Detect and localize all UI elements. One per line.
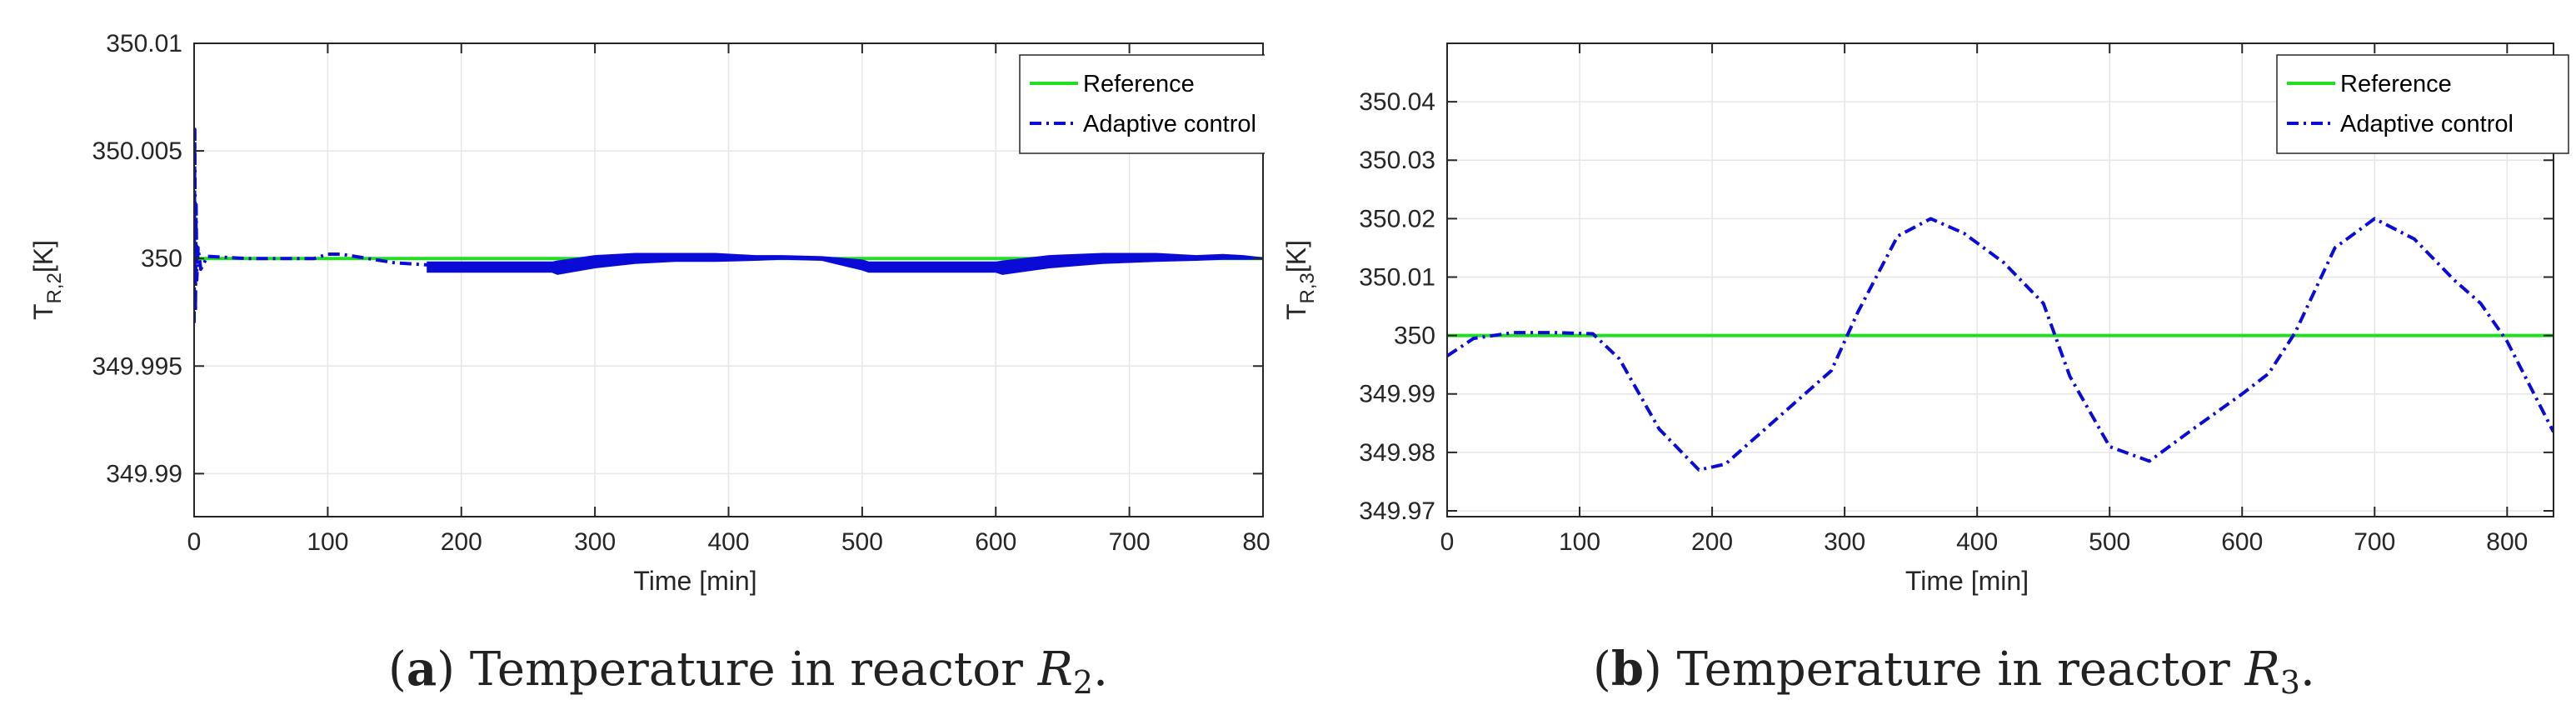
caption-a: (a) Temperature in reactor R2. — [388, 642, 1108, 701]
x-tick-label-a: 100 — [307, 528, 348, 556]
x-axis-label-b: Time [min] — [1905, 566, 2029, 596]
legend-adaptive-label-a: Adaptive control — [1083, 111, 1256, 138]
legend-box-a — [1019, 54, 1265, 154]
y-tick-label-a: 349.995 — [92, 352, 182, 380]
x-tick-label-a: 500 — [841, 528, 883, 556]
y-tick-label-b: 350.03 — [1359, 147, 1435, 174]
x-tick-label-a: 300 — [574, 528, 616, 556]
x-tick-label-a: 200 — [441, 528, 482, 556]
series-group-b — [1447, 217, 2554, 472]
adaptive-control-band-a — [427, 252, 1263, 275]
caption-b-sub: 3 — [2280, 664, 2300, 701]
x-tick-label-b: 400 — [1956, 528, 1998, 556]
x-tick-label-a: 600 — [975, 528, 1016, 556]
x-tick-label-b: 200 — [1691, 528, 1733, 556]
caption-a-sub: 2 — [1073, 664, 1093, 701]
caption-b-end: . — [2300, 642, 2315, 697]
legend-box-b — [2276, 54, 2569, 154]
adaptive-control-line-a — [194, 128, 428, 323]
legend-b: Reference Adaptive control — [2276, 54, 2569, 154]
y-tick-label-a: 350.01 — [106, 30, 182, 58]
caption-b-var: R — [2244, 642, 2280, 697]
x-tick-label-b: 800 — [2486, 528, 2528, 556]
x-tick-label-a: 700 — [1109, 528, 1151, 556]
series-group-a — [194, 128, 1263, 323]
legend-a: Reference Adaptive control — [1019, 54, 1265, 154]
caption-a-text: Temperature in reactor — [470, 642, 1023, 697]
y-tick-label-a: 350 — [141, 245, 182, 272]
legend-adaptive-label-b: Adaptive control — [2340, 111, 2514, 138]
x-tick-label-a: 400 — [707, 528, 749, 556]
x-tick-label-b: 300 — [1824, 528, 1865, 556]
y-axis-label-a: TR,2[K] — [28, 240, 66, 320]
y-tick-label-b: 349.99 — [1359, 381, 1435, 408]
panel-b-chart: 0 100 200 300 400 500 600 700 800 349.97 349.98 349… — [1281, 42, 2569, 596]
y-tick-label-b: 350.01 — [1359, 263, 1435, 291]
x-tick-label-b: 600 — [2221, 528, 2263, 556]
y-tick-label-a: 350.005 — [92, 138, 182, 165]
axes-box-b — [1446, 42, 2554, 518]
legend-reference-label-b: Reference — [2340, 71, 2452, 98]
y-tick-label-b: 350.04 — [1359, 88, 1435, 116]
x-tick-label-b: 100 — [1559, 528, 1600, 556]
x-tick-label-a: 0 — [187, 528, 202, 556]
x-tick-label-b: 0 — [1440, 528, 1455, 556]
caption-b: (b) Temperature in reactor R3. — [1593, 642, 2315, 701]
y-tick-label-b: 349.98 — [1359, 439, 1435, 467]
y-tick-label-b: 350 — [1394, 322, 1435, 350]
y-axis-label-b: TR,3[K] — [1281, 240, 1319, 320]
y-tick-label-a: 349.99 — [106, 460, 182, 488]
panel-a-chart: 0 100 200 300 400 500 600 700 80 349.99 349.995 350… — [28, 30, 1271, 596]
caption-a-end: . — [1093, 642, 1108, 697]
adaptive-control-line-b — [1447, 217, 2554, 472]
caption-b-text: Temperature in reactor — [1677, 642, 2230, 697]
x-tick-label-b: 700 — [2354, 528, 2395, 556]
legend-reference-label-a: Reference — [1083, 71, 1195, 98]
y-tick-label-b: 350.02 — [1359, 205, 1435, 232]
caption-a-var: R — [1037, 642, 1073, 697]
x-axis-label-a: Time [min] — [633, 566, 756, 596]
x-tick-label-a: 80 — [1242, 528, 1270, 556]
x-tick-label-b: 500 — [2089, 528, 2130, 556]
caption-a-letter: a — [407, 642, 437, 697]
caption-b-letter: b — [1611, 642, 1644, 697]
y-tick-label-b: 349.97 — [1359, 498, 1435, 525]
